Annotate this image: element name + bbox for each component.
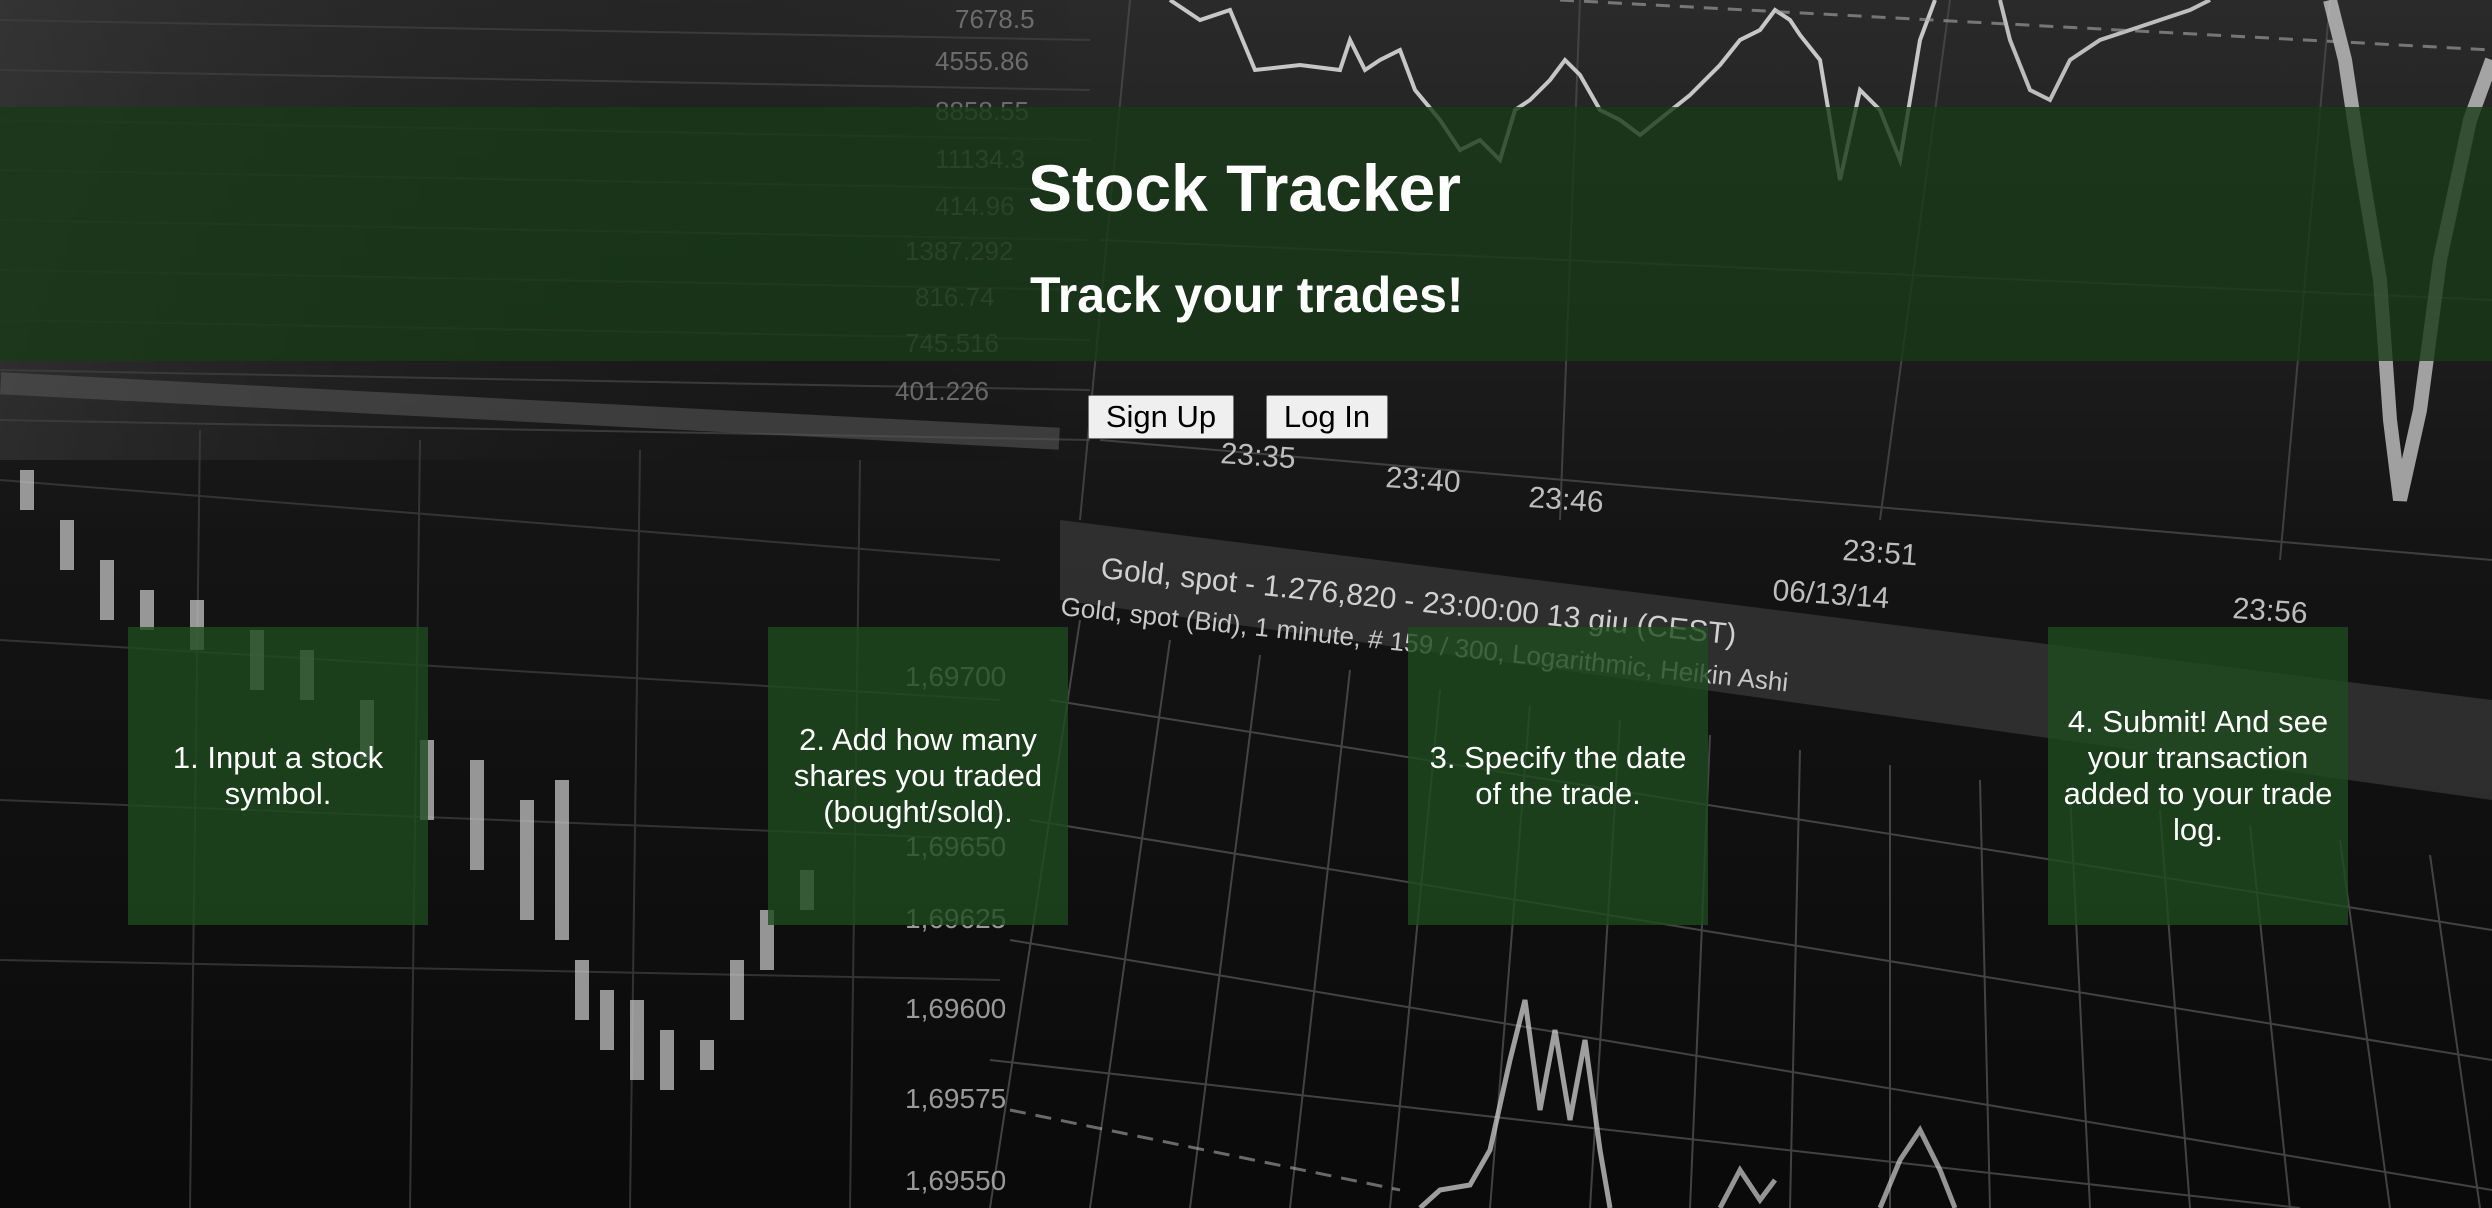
table-value-1: 7678.5 xyxy=(955,4,1035,34)
table-value-9: 401.226 xyxy=(895,376,989,406)
step-card-3: 3. Specify the date of the trade. xyxy=(1408,627,1708,925)
time-label-2: 23:40 xyxy=(1385,461,1462,499)
log-in-button[interactable]: Log In xyxy=(1266,395,1388,439)
step-text: 3. Specify the date of the trade. xyxy=(1429,740,1687,811)
page-subtitle: Track your trades! xyxy=(1030,267,1464,323)
time-label-3: 23:46 xyxy=(1528,481,1605,519)
lower-price-line xyxy=(1418,999,1613,1208)
price-label-4: 1,69600 xyxy=(905,993,1006,1024)
step-card-1: 1. Input a stock symbol. xyxy=(128,627,428,925)
step-text: 1. Input a stock symbol. xyxy=(172,740,384,811)
step-card-4: 4. Submit! And see your transaction adde… xyxy=(2048,627,2348,925)
header-banner xyxy=(0,107,2492,361)
price-label-6: 1,69550 xyxy=(905,1165,1006,1196)
top-price-line xyxy=(1168,0,1937,181)
sign-up-button[interactable]: Sign Up xyxy=(1088,395,1234,439)
step-text: 2. Add how many shares you traded (bough… xyxy=(793,722,1043,829)
page-title: Stock Tracker xyxy=(1028,151,1461,225)
time-label-5: 23:56 xyxy=(2232,592,2309,630)
step-card-2: 2. Add how many shares you traded (bough… xyxy=(768,627,1068,925)
time-label-1: 23:35 xyxy=(1220,437,1297,475)
table-value-2: 4555.86 xyxy=(935,46,1029,76)
time-label-4: 23:51 xyxy=(1842,534,1919,572)
date-label: 06/13/14 xyxy=(1772,574,1891,615)
price-label-5: 1,69575 xyxy=(905,1083,1006,1114)
step-text: 4. Submit! And see your transaction adde… xyxy=(2063,704,2333,847)
